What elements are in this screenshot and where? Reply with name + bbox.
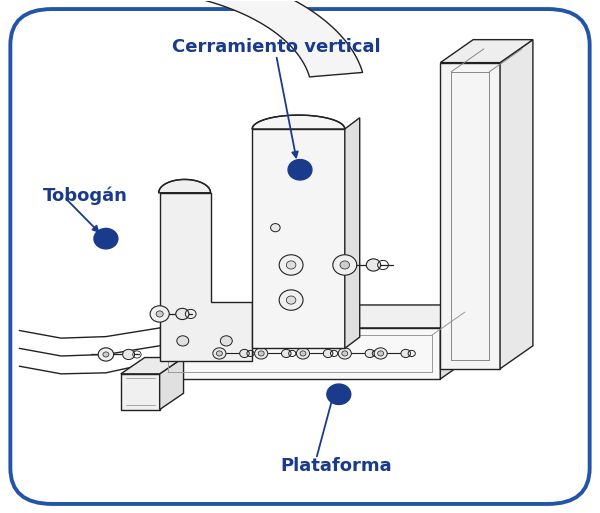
Circle shape [156,311,163,317]
Circle shape [279,255,303,275]
Circle shape [220,336,232,346]
Polygon shape [160,305,473,328]
Circle shape [239,349,249,358]
Polygon shape [160,328,440,379]
Circle shape [323,349,333,358]
Circle shape [286,296,296,304]
Circle shape [103,352,109,357]
Circle shape [150,306,169,322]
Circle shape [342,351,348,356]
Text: Tobogán: Tobogán [43,186,128,205]
Circle shape [300,351,306,356]
Polygon shape [37,0,362,77]
Polygon shape [121,374,160,409]
Circle shape [94,228,118,249]
Text: Plataforma: Plataforma [280,457,392,475]
Polygon shape [345,117,360,348]
Circle shape [254,348,268,359]
Circle shape [401,349,410,358]
Circle shape [333,255,357,275]
Polygon shape [440,40,533,63]
Circle shape [213,348,226,359]
Circle shape [288,160,312,180]
Circle shape [122,349,134,360]
Circle shape [286,261,296,269]
Polygon shape [500,40,533,369]
Circle shape [365,349,374,358]
Polygon shape [160,193,252,361]
Circle shape [340,261,350,269]
Circle shape [327,384,351,404]
Circle shape [217,351,223,356]
Circle shape [177,336,189,346]
FancyBboxPatch shape [10,9,590,504]
Circle shape [377,351,383,356]
Polygon shape [159,180,211,193]
Circle shape [98,348,113,361]
Polygon shape [440,63,500,369]
Text: Cerramiento vertical: Cerramiento vertical [172,38,380,56]
Circle shape [258,351,264,356]
Circle shape [366,259,380,271]
Circle shape [296,348,310,359]
Circle shape [374,348,387,359]
Polygon shape [121,358,184,374]
Circle shape [281,349,291,358]
Polygon shape [252,129,345,348]
Circle shape [338,348,352,359]
Circle shape [176,308,189,320]
Polygon shape [252,115,345,129]
Polygon shape [440,305,473,379]
Polygon shape [160,358,184,409]
Circle shape [271,224,280,232]
Circle shape [279,290,303,310]
